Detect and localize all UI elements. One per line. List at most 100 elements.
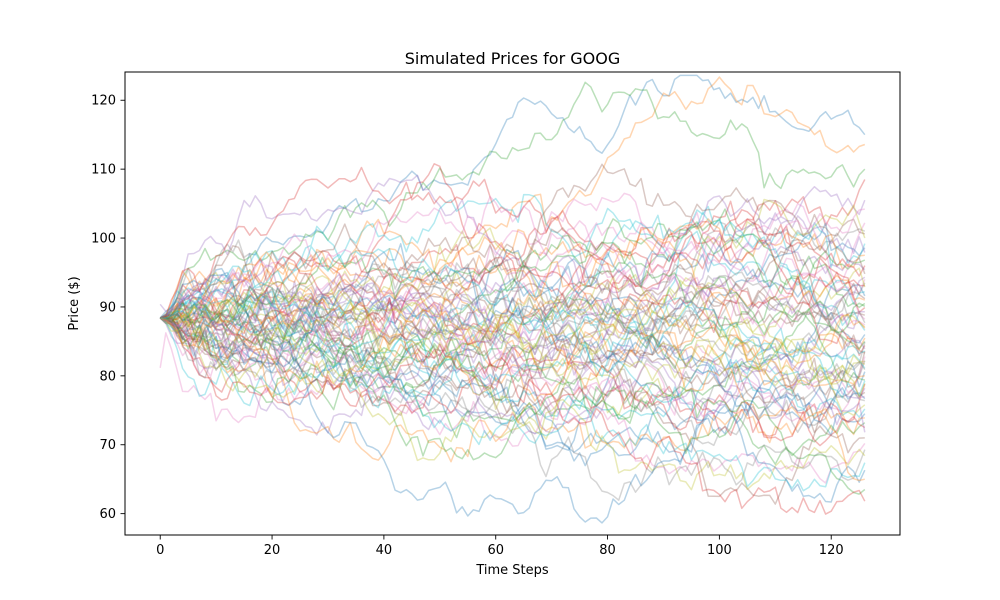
series-line-59 (159, 308, 866, 491)
series-line-45 (159, 273, 866, 421)
series-line-78 (160, 263, 866, 371)
series-line-57 (160, 317, 866, 484)
x-tick-label: 20 (264, 543, 281, 558)
series-line-73 (160, 241, 866, 336)
plot-area-frame (124, 71, 901, 536)
series-line-27 (160, 264, 866, 393)
series-line-19 (159, 267, 866, 416)
series-line-9 (160, 198, 866, 371)
series-line-6 (160, 309, 866, 505)
series-line-68 (159, 303, 866, 447)
series-line-79 (160, 280, 866, 398)
series-line-74 (159, 166, 865, 334)
x-tick-label: 40 (376, 543, 393, 558)
series-line-46 (160, 223, 866, 398)
series-line-14 (159, 209, 866, 319)
y-tick-label: 70 (99, 438, 116, 453)
series-line-38 (160, 302, 866, 392)
series-line-65 (159, 264, 866, 346)
series-line-50 (160, 287, 866, 420)
series-line-17 (159, 221, 866, 378)
series-line-4 (159, 163, 866, 344)
series-line-40 (159, 290, 866, 397)
series-line-31 (159, 244, 866, 344)
series-line-75 (159, 215, 866, 376)
series-line-72 (160, 292, 866, 376)
series-line-26 (159, 284, 866, 416)
series-line-44 (159, 299, 866, 437)
series-line-12 (159, 218, 865, 345)
series-lines (159, 74, 866, 524)
series-line-41 (160, 294, 866, 467)
series-line-58 (160, 317, 866, 501)
x-axis-ticks: 0 20 40 60 80 100 120 (156, 535, 844, 558)
series-line-53 (160, 301, 866, 465)
y-axis-ticks: 60 70 80 90 100 110 120 (91, 94, 125, 522)
series-line-62 (159, 317, 865, 482)
series-line-1 (159, 74, 866, 319)
series-line-71 (159, 243, 866, 416)
y-tick-label: 110 (91, 163, 116, 178)
series-line-10 (159, 193, 866, 319)
series-line-51 (160, 317, 866, 465)
series-line-16 (160, 238, 866, 352)
x-axis-label: Time Steps (475, 563, 549, 578)
series-line-64 (159, 317, 866, 515)
series-line-56 (159, 298, 865, 454)
series-line-77 (159, 195, 865, 344)
series-line-15 (159, 238, 866, 347)
x-tick-label: 80 (599, 543, 616, 558)
series-line-25 (159, 299, 865, 436)
series-line-22 (160, 248, 866, 349)
series-line-67 (160, 242, 866, 360)
series-line-8 (159, 221, 866, 418)
series-line-3 (159, 81, 866, 319)
series-line-23 (159, 218, 866, 374)
series-line-20 (159, 230, 865, 357)
series-line-66 (160, 244, 866, 352)
y-tick-label: 100 (91, 232, 116, 247)
series-line-30 (159, 205, 866, 338)
series-line-42 (160, 262, 865, 388)
series-line-35 (159, 284, 866, 384)
series-line-55 (159, 298, 866, 434)
x-tick-label: 120 (819, 543, 844, 558)
series-line-32 (159, 237, 866, 363)
y-tick-label: 60 (99, 507, 116, 522)
series-line-48 (160, 277, 865, 434)
x-tick-label: 100 (707, 543, 732, 558)
series-line-47 (160, 271, 866, 422)
series-line-70 (159, 281, 866, 404)
series-line-54 (160, 255, 866, 447)
series-line-21 (159, 265, 866, 385)
y-axis-label: Price ($) (67, 276, 82, 330)
series-line-49 (159, 289, 866, 417)
series-line-52 (159, 270, 865, 463)
series-line-69 (159, 317, 865, 436)
series-line-63 (160, 316, 866, 495)
series-line-5 (159, 174, 866, 313)
series-line-7 (159, 192, 866, 424)
y-tick-label: 90 (99, 300, 116, 315)
series-line-60 (159, 317, 866, 492)
series-line-11 (160, 222, 866, 451)
series-line-80 (160, 245, 866, 378)
series-line-61 (160, 305, 866, 524)
series-line-24 (160, 217, 866, 348)
series-line-37 (160, 317, 866, 416)
series-line-34 (160, 239, 866, 393)
series-line-13 (160, 208, 866, 401)
series-line-39 (160, 270, 866, 382)
x-tick-label: 0 (156, 543, 164, 558)
y-tick-label: 80 (99, 369, 116, 384)
x-tick-label: 60 (487, 543, 504, 558)
series-line-2 (160, 76, 866, 328)
series-line-43 (159, 295, 865, 383)
chart-title: Simulated Prices for GOOG (405, 49, 620, 68)
series-line-36 (160, 308, 866, 399)
series-line-18 (160, 256, 866, 364)
series-line-76 (159, 163, 866, 357)
series-line-33 (160, 300, 866, 439)
